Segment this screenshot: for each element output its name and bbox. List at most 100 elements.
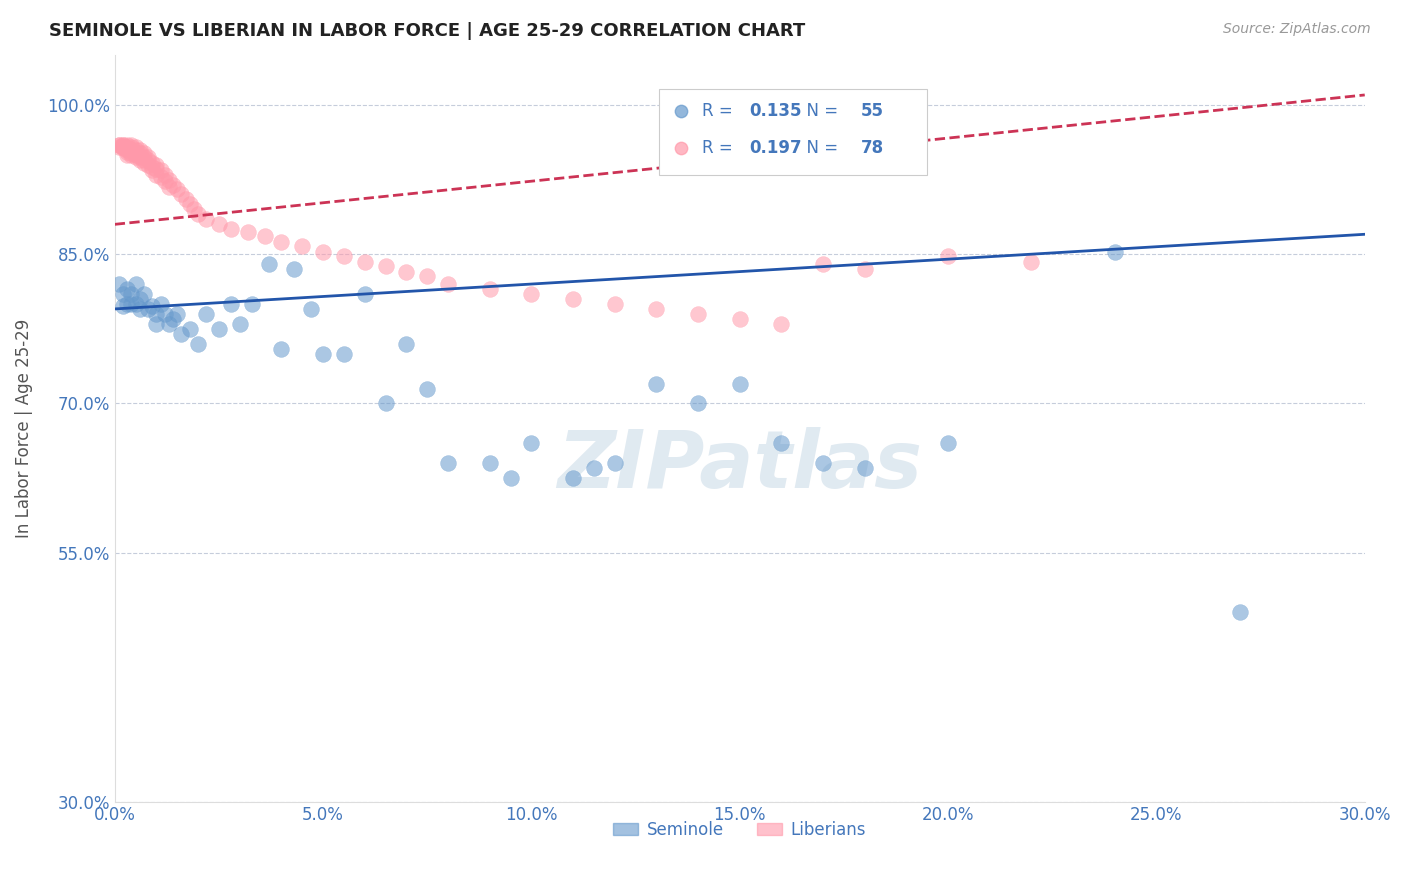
Text: N =: N = <box>796 139 844 158</box>
Point <box>229 317 252 331</box>
Text: Source: ZipAtlas.com: Source: ZipAtlas.com <box>1223 22 1371 37</box>
Point <box>162 178 184 192</box>
Point <box>145 168 167 182</box>
Point <box>770 317 793 331</box>
Point <box>437 456 460 470</box>
Point <box>132 145 155 160</box>
Point <box>132 287 155 301</box>
Point <box>166 307 188 321</box>
Point <box>353 287 375 301</box>
Point <box>145 307 167 321</box>
Point <box>120 297 142 311</box>
Point <box>645 376 668 391</box>
Point <box>728 376 751 391</box>
Point <box>283 262 305 277</box>
Point <box>853 262 876 277</box>
Point <box>120 147 142 161</box>
Point <box>562 292 585 306</box>
Point <box>136 150 159 164</box>
Point <box>478 456 501 470</box>
Point <box>688 396 710 410</box>
FancyBboxPatch shape <box>658 88 927 175</box>
Point <box>128 150 150 164</box>
Point <box>333 249 356 263</box>
Point <box>208 217 231 231</box>
Point <box>124 150 146 164</box>
Point <box>187 207 209 221</box>
Point <box>195 212 218 227</box>
Point <box>221 222 243 236</box>
Point <box>124 139 146 153</box>
Point <box>603 297 626 311</box>
Point <box>117 145 139 159</box>
Point <box>108 139 131 153</box>
Point <box>149 169 172 184</box>
Point <box>108 137 131 152</box>
Point <box>120 287 142 301</box>
Point <box>157 179 180 194</box>
Point <box>120 143 142 157</box>
Point <box>170 326 193 341</box>
Point <box>120 145 142 160</box>
Point <box>120 137 142 152</box>
Point <box>117 139 139 153</box>
Point <box>333 347 356 361</box>
Point <box>520 287 543 301</box>
Point <box>257 257 280 271</box>
Point <box>128 153 150 167</box>
Point <box>162 311 184 326</box>
Point <box>141 160 163 174</box>
Point <box>117 282 139 296</box>
Point <box>153 307 176 321</box>
Point <box>112 141 135 155</box>
Point <box>395 265 418 279</box>
Point <box>1229 606 1251 620</box>
Point <box>1104 245 1126 260</box>
Point <box>416 382 439 396</box>
Point <box>374 259 396 273</box>
Point <box>270 342 292 356</box>
Text: ZIPatlas: ZIPatlas <box>557 426 922 505</box>
Point <box>157 317 180 331</box>
Text: 55: 55 <box>860 102 884 120</box>
Point <box>124 143 146 157</box>
Point <box>117 143 139 157</box>
Point <box>124 145 146 160</box>
Point <box>174 193 197 207</box>
Point <box>195 307 218 321</box>
Point <box>149 162 172 177</box>
Point <box>853 461 876 475</box>
Point <box>208 322 231 336</box>
Point <box>128 292 150 306</box>
Point <box>811 456 834 470</box>
Point <box>170 187 193 202</box>
Point <box>299 301 322 316</box>
Text: N =: N = <box>796 102 844 120</box>
Point <box>124 147 146 161</box>
Point <box>153 173 176 187</box>
Text: 78: 78 <box>860 139 884 158</box>
Point <box>124 277 146 291</box>
Point <box>112 287 135 301</box>
Point <box>145 161 167 176</box>
Point <box>811 257 834 271</box>
Point <box>141 162 163 177</box>
Point <box>117 137 139 152</box>
Y-axis label: In Labor Force | Age 25-29: In Labor Force | Age 25-29 <box>15 318 32 538</box>
Point <box>312 245 335 260</box>
Point <box>179 197 201 211</box>
Point <box>645 301 668 316</box>
Text: R =: R = <box>702 139 738 158</box>
Text: SEMINOLE VS LIBERIAN IN LABOR FORCE | AGE 25-29 CORRELATION CHART: SEMINOLE VS LIBERIAN IN LABOR FORCE | AG… <box>49 22 806 40</box>
Point <box>187 336 209 351</box>
Point <box>416 269 439 284</box>
Point <box>112 137 135 152</box>
Point <box>128 145 150 160</box>
Point <box>141 155 163 169</box>
Point <box>141 299 163 313</box>
Point <box>770 436 793 450</box>
Point <box>136 153 159 167</box>
Point <box>112 139 135 153</box>
Point <box>117 297 139 311</box>
Point <box>136 301 159 316</box>
